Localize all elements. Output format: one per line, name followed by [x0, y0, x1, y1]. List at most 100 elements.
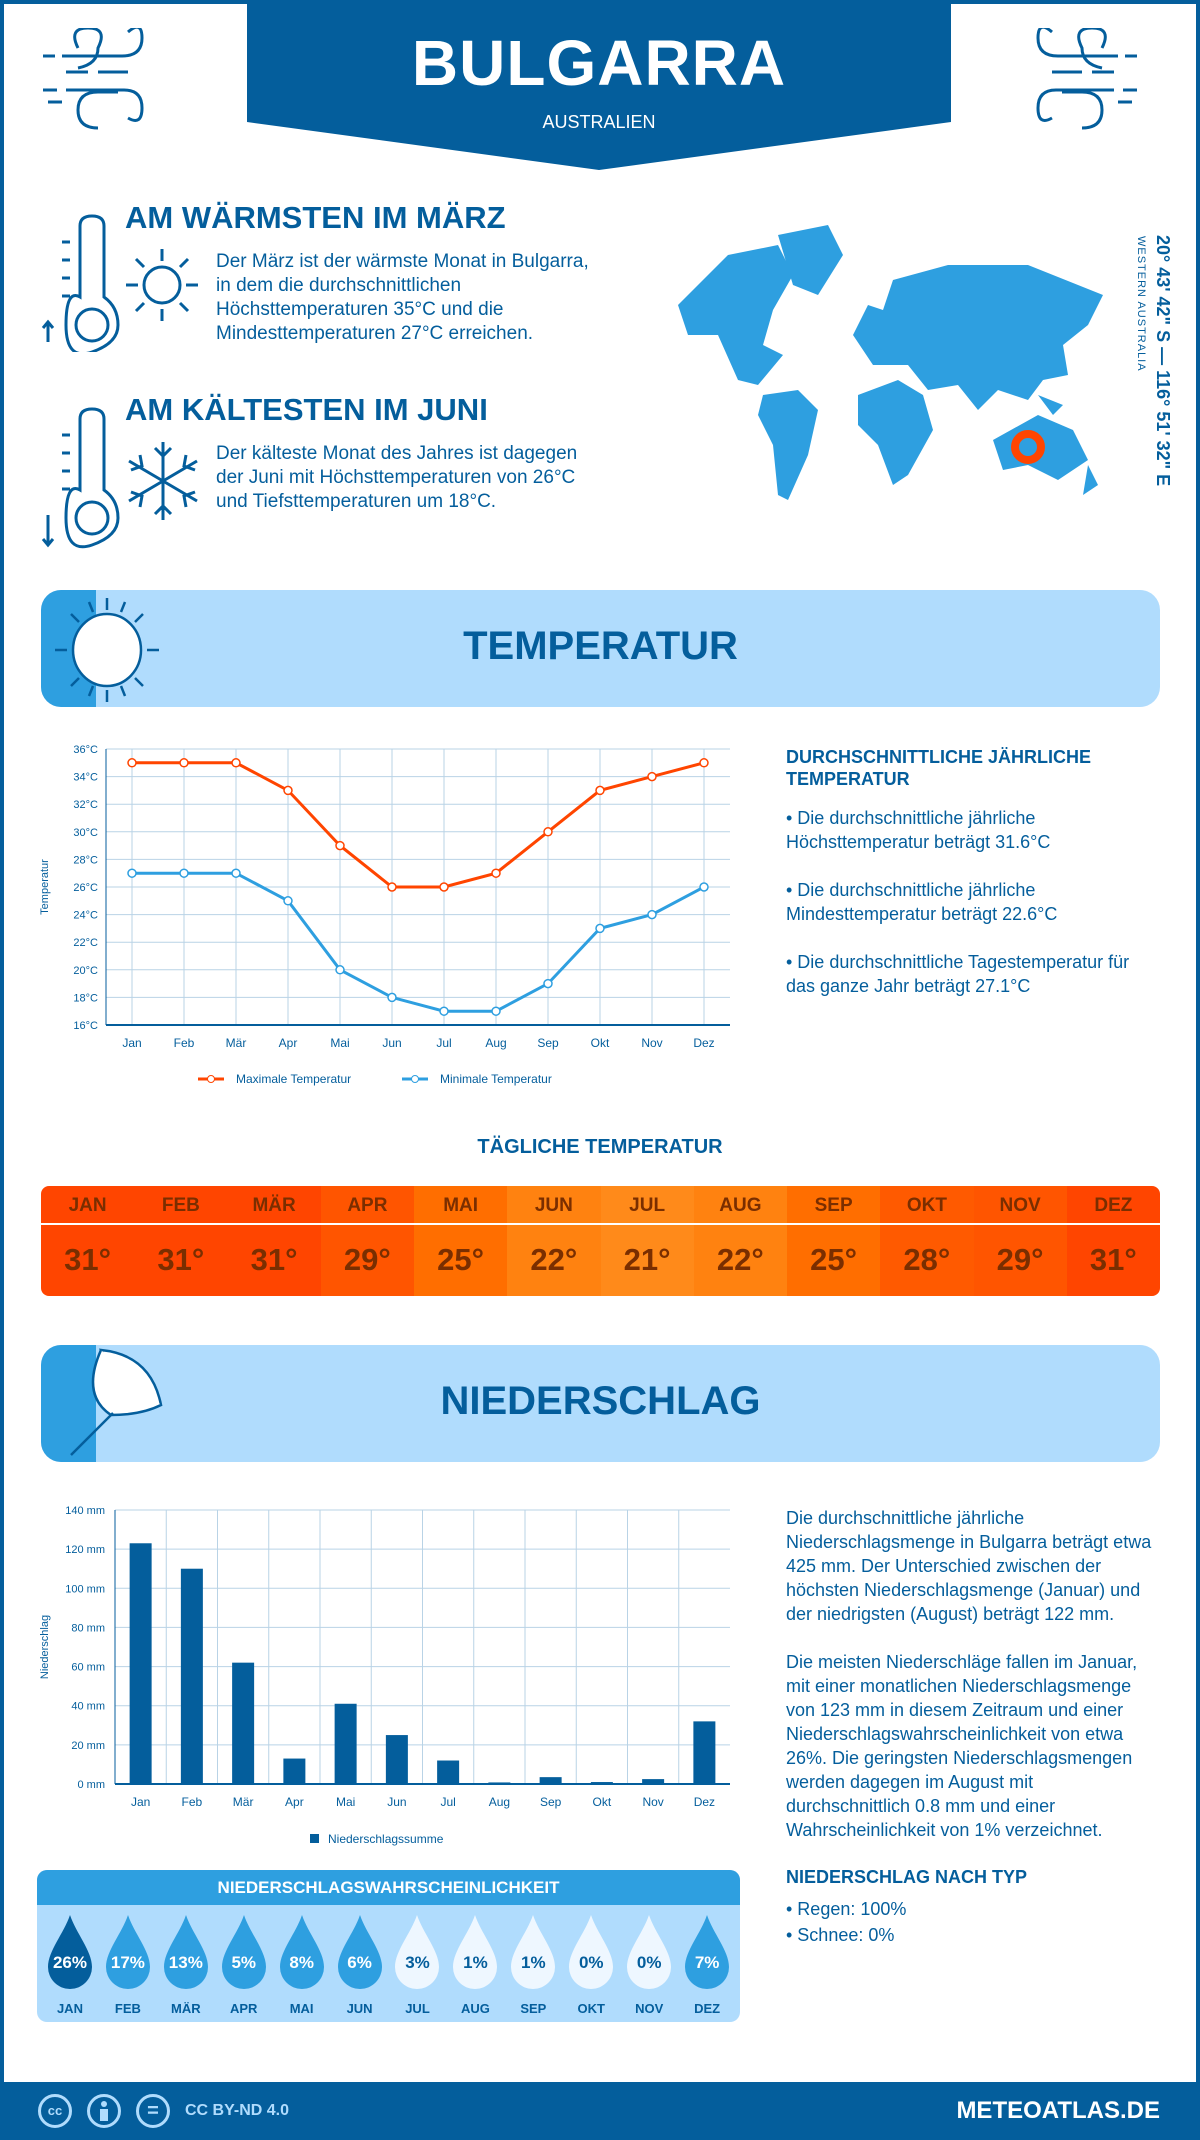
month-label: AUG: [693, 1186, 787, 1225]
text-line: Mindesttemperaturen 27°C erreichen.: [216, 323, 534, 344]
x-tick-label: Sep: [540, 1795, 562, 1809]
text-line: in dem die durchschnittlichen: [216, 275, 462, 296]
probability-value: 13%: [168, 1953, 203, 1972]
y-tick-label: 60 mm: [71, 1662, 105, 1674]
temp-value: 25°: [437, 1242, 485, 1277]
x-tick-label: Nov: [642, 1795, 663, 1809]
data-point: [127, 758, 137, 768]
raindrop-icon: [105, 1915, 150, 1989]
x-tick-label: Aug: [489, 1795, 510, 1809]
annual-min: • Die durchschnittliche jährliche Mindes…: [786, 880, 1058, 924]
probability-drop: 8% MAI: [273, 1905, 331, 2022]
raindrop-icon: [453, 1915, 498, 1989]
x-tick-label: Mär: [226, 1036, 247, 1050]
month-label: DEZ: [694, 2001, 721, 2016]
wind-icon: [1036, 28, 1137, 130]
data-point: [283, 785, 293, 796]
world-map: [678, 225, 1103, 500]
raindrop-icon: [395, 1915, 440, 1989]
raindrop-icon: [47, 1915, 92, 1989]
probability-value: 3%: [405, 1953, 430, 1972]
month-label: FEB: [134, 1186, 228, 1225]
bar: [232, 1662, 255, 1784]
raindrop-icon: [163, 1915, 208, 1989]
daily-temp-jan: JAN 31°: [41, 1186, 135, 1296]
data-point: [179, 868, 189, 878]
bar: [334, 1703, 357, 1784]
month-label: JUL: [405, 2001, 430, 2016]
attribution-icon: [87, 2094, 121, 2128]
temp-value: 21°: [623, 1242, 671, 1277]
bar: [693, 1721, 716, 1784]
daily-temp-dez: DEZ 31°: [1066, 1186, 1160, 1296]
daily-temp-jul: JUL 21°: [600, 1186, 694, 1296]
temp-value: 31°: [250, 1242, 298, 1277]
y-tick-label: 18°C: [73, 992, 98, 1004]
probability-drop: 0% NOV: [620, 1905, 678, 2022]
annual-temperature: DURCHSCHNITTLICHE JÄHRLICHE TEMPERATUR •…: [786, 746, 1156, 1022]
data-point: [647, 771, 657, 782]
probability-title: NIEDERSCHLAGSWAHRSCHEINLICHKEIT: [37, 1870, 740, 1905]
daily-temp-mai: MAI 25°: [414, 1186, 508, 1296]
probability-value: 0%: [578, 1953, 604, 1972]
month-label: APR: [230, 2001, 258, 2016]
legend-marker: [207, 1075, 215, 1083]
bar: [642, 1779, 665, 1784]
raindrop-icon: [511, 1915, 556, 1989]
location-marker: [1011, 430, 1045, 464]
probability-drops: 26% JAN 17% FEB 13% MÄR 5% APR 8% MAI 6% JUN 3% JUL 1%…: [37, 1905, 740, 2022]
daily-temp-jun: JUN 22°: [507, 1186, 601, 1296]
y-tick-label: 20°C: [73, 965, 98, 977]
wind-icon: [43, 28, 144, 130]
no-derivatives-icon: =: [136, 2094, 170, 2128]
data-point: [595, 785, 605, 796]
x-tick-label: Mai: [330, 1036, 349, 1050]
bar: [385, 1735, 408, 1784]
bar: [283, 1758, 306, 1784]
y-tick-label: 120 mm: [65, 1544, 105, 1556]
probability-drop: 26% JAN: [41, 1905, 99, 2022]
legend-swatch: [310, 1834, 319, 1843]
text-line: Höchsttemperaturen 35°C und die: [216, 299, 504, 320]
raindrop-icon: [685, 1915, 730, 1989]
x-tick-label: Jan: [131, 1795, 150, 1809]
bar: [539, 1777, 562, 1784]
month-label: MAI: [414, 1186, 508, 1225]
temp-value: 31°: [157, 1242, 205, 1277]
text-line: und Tiefsttemperaturen um 18°C.: [216, 491, 497, 512]
coldest-title: AM KÄLTESTEN IM JUNI: [125, 392, 488, 427]
continents: [678, 225, 1103, 500]
x-tick-label: Jul: [436, 1036, 451, 1050]
x-tick-label: Nov: [641, 1036, 662, 1050]
bar: [437, 1760, 460, 1784]
month-label: DEZ: [1066, 1186, 1160, 1225]
precipitation-summary: Die durchschnittliche jährliche Niedersc…: [786, 1506, 1161, 1948]
data-point: [387, 992, 397, 1003]
probability-drop: 17% FEB: [99, 1905, 157, 2022]
bar: [129, 1543, 152, 1784]
y-tick-label: 16°C: [73, 1020, 98, 1032]
data-point: [127, 868, 137, 878]
raindrop-icon: [569, 1915, 614, 1989]
temperature-heading: TEMPERATUR: [463, 624, 738, 668]
month-label: OKT: [880, 1186, 974, 1225]
data-point: [179, 758, 189, 768]
probability-drop: 1% AUG: [446, 1905, 504, 2022]
series-line-min: [132, 871, 705, 1013]
month-label: SEP: [787, 1186, 881, 1225]
x-tick-label: Dez: [693, 1036, 714, 1050]
probability-drop: 5% APR: [215, 1905, 273, 2022]
x-tick-label: Mär: [233, 1795, 254, 1809]
data-point: [335, 965, 345, 975]
probability-drop: 0% OKT: [562, 1905, 620, 2022]
precipitation-type-title: NIEDERSCHLAG NACH TYP: [786, 1867, 1028, 1887]
site-link[interactable]: METEOATLAS.DE: [956, 2097, 1160, 2124]
daily-temperature-title: TÄGLICHE TEMPERATUR: [477, 1136, 723, 1158]
data-point: [439, 882, 449, 892]
x-tick-label: Dez: [694, 1795, 715, 1809]
x-tick-label: Okt: [593, 1795, 612, 1809]
raindrop-icon: [627, 1915, 672, 1989]
cc-icon: cc: [38, 2094, 72, 2128]
y-tick-label: 36°C: [73, 744, 98, 756]
warmest-title: AM WÄRMSTEN IM MÄRZ: [125, 200, 506, 235]
